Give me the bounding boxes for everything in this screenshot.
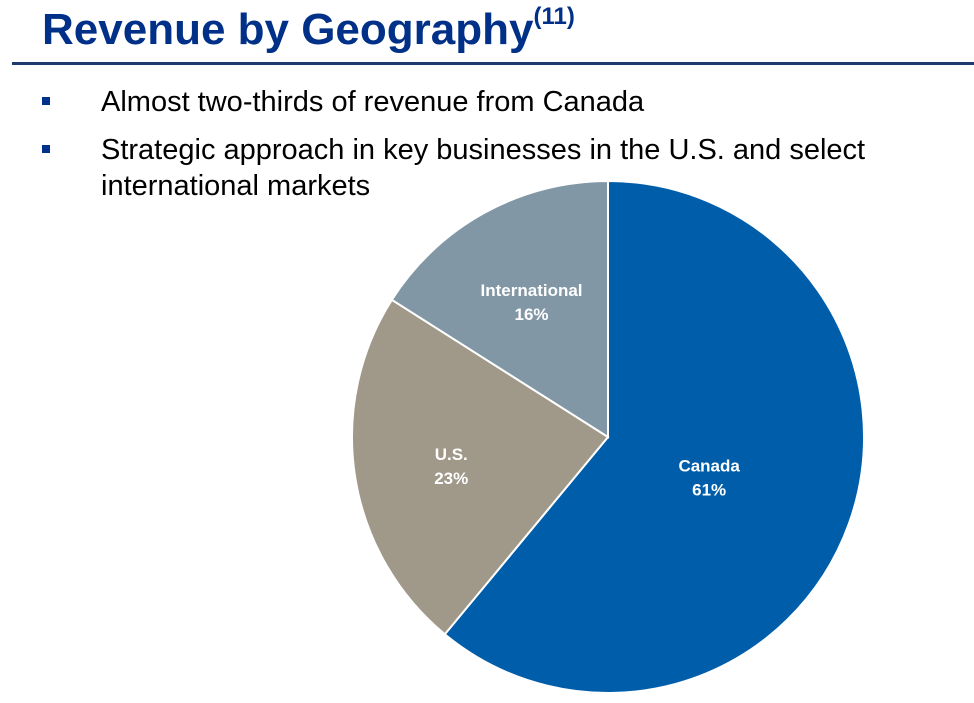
title-footnote-marker: (11) bbox=[533, 3, 575, 31]
slide-title: Revenue by Geography(11) bbox=[42, 4, 575, 56]
square-bullet-icon bbox=[42, 145, 50, 153]
pie-slice-name-label: Canada bbox=[678, 456, 740, 475]
bullet-list: Almost two-thirds of revenue from Canada… bbox=[0, 84, 974, 216]
pie-slice-value-label: 16% bbox=[515, 305, 549, 324]
pie-slice-international bbox=[390, 179, 609, 439]
square-bullet-icon bbox=[42, 97, 50, 105]
pie-slice-value-label: 23% bbox=[434, 469, 468, 488]
pie-slice-name-label: International bbox=[481, 281, 583, 300]
bullet-item: Strategic approach in key businesses in … bbox=[0, 132, 961, 204]
pie-slices bbox=[351, 179, 865, 694]
pie-labels: Canada 61% U.S. 23% International 16% bbox=[434, 281, 740, 500]
bullet-item: Almost two-thirds of revenue from Canada bbox=[0, 84, 961, 120]
revenue-pie-chart: Canada 61% U.S. 23% International 16% bbox=[351, 179, 865, 694]
bullet-text: Almost two-thirds of revenue from Canada bbox=[101, 86, 645, 118]
title-divider bbox=[12, 62, 974, 65]
bullet-text: Strategic approach in key businesses in … bbox=[101, 134, 866, 202]
slide-title-text: Revenue by Geography bbox=[42, 5, 534, 54]
pie-slice-name-label: U.S. bbox=[435, 445, 468, 464]
pie-slice-canada bbox=[443, 179, 865, 694]
pie-slice-value-label: 61% bbox=[692, 480, 726, 499]
pie-slice-u-s bbox=[351, 298, 610, 636]
